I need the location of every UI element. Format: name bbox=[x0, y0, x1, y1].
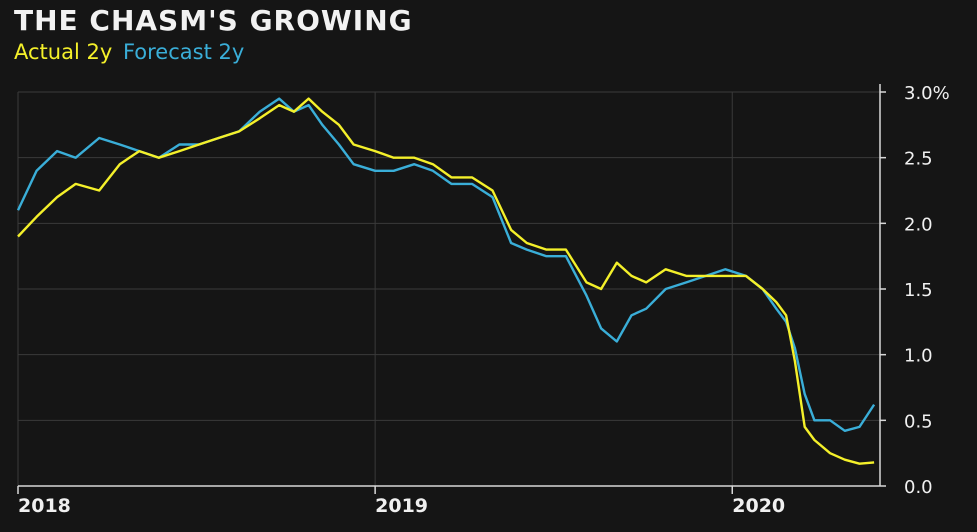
legend: Actual 2y Forecast 2y bbox=[14, 40, 248, 64]
y-tick-label: 2.0 bbox=[904, 214, 933, 235]
y-tick-label: 0.5 bbox=[904, 411, 933, 432]
y-tick-label: 0.0 bbox=[904, 477, 933, 498]
series-line-forecast-2y bbox=[16, 97, 876, 432]
chart-title: THE CHASM'S GROWING bbox=[14, 4, 413, 37]
x-tick-label: 2019 bbox=[375, 495, 428, 517]
series-lines bbox=[16, 97, 876, 465]
axes: 0.0 0.5 1.0 1.5 2.0 2.5 3.0% 2018 2019 2020 bbox=[17, 83, 950, 517]
y-tick-label: 2.5 bbox=[904, 149, 933, 170]
x-tick-label: 2020 bbox=[732, 495, 785, 517]
y-tick-label: 3.0% bbox=[904, 83, 950, 104]
x-tick-label: 2018 bbox=[18, 495, 71, 517]
legend-actual-2y: Actual 2y bbox=[14, 40, 113, 64]
y-tick-label: 1.5 bbox=[904, 280, 933, 301]
gridlines bbox=[17, 91, 880, 487]
y-tick-label: 1.0 bbox=[904, 346, 933, 367]
legend-forecast-2y: Forecast 2y bbox=[122, 40, 245, 64]
series-line-actual-2y bbox=[17, 97, 875, 465]
